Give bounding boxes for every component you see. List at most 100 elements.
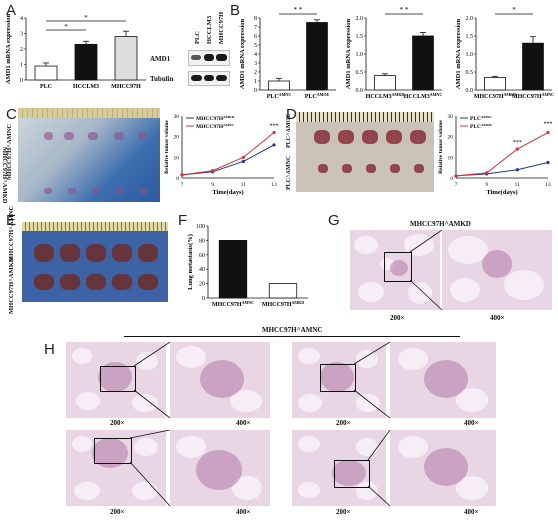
- histology-g-high: [442, 230, 552, 310]
- panel-c-chart: 0 10 20 30 7 9 11 13 Time(days) Relative tumor vo…: [164, 114, 279, 196]
- panel-h1-zoom-lines: [133, 342, 171, 418]
- photo-e-label-bottom: MHCC97H^AMKD: [8, 257, 15, 315]
- blot-strip-amd1: [188, 50, 230, 66]
- roi-box: [384, 252, 412, 282]
- x-tick-label: MHCC97HAMKD: [474, 92, 516, 101]
- panel-h3-zoom-lines: [129, 430, 171, 506]
- y-tick-label: 6: [254, 34, 257, 40]
- y-tick-label: 1.0: [356, 52, 364, 58]
- series-line: [455, 132, 549, 177]
- y-axis-label: AMD1 mRNA expression: [345, 18, 352, 89]
- histology-h2-high: [390, 342, 496, 418]
- data-point: [515, 147, 519, 151]
- panel-h4-mag-low: 200×: [336, 508, 351, 516]
- panel-letter-g: G: [328, 212, 340, 229]
- data-point: [515, 168, 519, 172]
- y-tick-label: 3: [254, 61, 257, 67]
- histology-h3-low: [66, 430, 166, 506]
- y-tick-label: 4: [20, 16, 23, 22]
- x-tick-label: HCCLM3: [73, 84, 99, 90]
- y-tick-label: 10: [174, 155, 180, 161]
- roi-box: [100, 366, 136, 392]
- data-point: [180, 173, 184, 177]
- data-point: [546, 130, 550, 135]
- y-axis-label: Lung metastasis(%): [187, 234, 194, 290]
- panel-b-chart-1: 0 1 2 3 4 5 6 7 8 AMD1 mRNA expression PLCAMNC PLCA…: [239, 6, 336, 101]
- y-tick-label: 0.5: [466, 70, 474, 76]
- panel-letter-e: E: [6, 212, 17, 229]
- roi-box: [334, 460, 370, 488]
- x-tick-label: 9: [485, 182, 488, 188]
- histology-h3-high: [170, 430, 270, 506]
- bar: [218, 239, 248, 299]
- data-point: [241, 155, 245, 159]
- legend-label: PLCAMOE: [470, 123, 493, 130]
- histology-h1-low: [66, 342, 166, 418]
- x-tick-label: 13: [545, 182, 551, 188]
- x-tick-label: PLC: [40, 84, 52, 90]
- y-tick-label: 40: [199, 267, 205, 273]
- y-tick-label: 20: [448, 135, 454, 141]
- sig-label: *: [512, 6, 516, 14]
- roi-box: [320, 364, 356, 392]
- histology-h4-low: [292, 430, 386, 506]
- panel-h1-mag-high: 400×: [236, 419, 251, 427]
- x-tick-label: 9: [211, 182, 214, 188]
- tumor-photo-c: [18, 108, 160, 202]
- photo-c-label-side: MHCC97H^AMKD: [1, 147, 8, 204]
- panel-d-chart: 0 10 20 30 7 9 11 13 Time(days) Relative tumor vo…: [438, 114, 553, 196]
- y-tick-label: 4: [254, 52, 257, 58]
- blot-row-amd1: AMD1: [150, 55, 171, 63]
- ruler: [18, 108, 160, 118]
- annotation: ***: [270, 123, 279, 129]
- x-axis-label: Time(days): [486, 189, 517, 196]
- x-tick-label: MHCC97HAMNC: [212, 300, 254, 309]
- data-point: [454, 174, 458, 178]
- x-tick-label: 7: [455, 182, 458, 188]
- panel-h4-zoom-lines: [367, 430, 391, 506]
- bar: [268, 80, 290, 91]
- y-axis-label: AMD1 mRNA expression: [239, 18, 246, 89]
- blot-lane-1: PLC: [194, 31, 201, 44]
- y-tick-label: 0: [254, 88, 257, 94]
- data-point: [211, 169, 215, 173]
- roi-box: [94, 438, 132, 464]
- y-tick-label: 20: [174, 135, 180, 141]
- y-tick-label: 2.0: [466, 16, 474, 22]
- panel-letter-a: A: [6, 2, 17, 19]
- series-line: [455, 162, 549, 177]
- blot-strip-tubulin: [188, 71, 230, 86]
- tumor-photo-e: [22, 222, 168, 302]
- y-tick-label: 1: [20, 63, 23, 69]
- panel-letter-d: D: [286, 106, 297, 123]
- y-tick-label: 1.5: [356, 34, 364, 40]
- panel-letter-c: C: [6, 106, 17, 123]
- x-tick-label: MHCC97H: [111, 84, 141, 90]
- series-line: [181, 132, 275, 176]
- sig-label: *: [64, 23, 68, 31]
- panel-b-chart-2: 0.0 0.5 1.0 1.5 2.0 AMD1 mRNA expression HCCLM…: [345, 6, 443, 101]
- x-tick-label: 13: [271, 182, 277, 188]
- sig-label: *: [84, 14, 88, 22]
- x-tick-label: PLCAMOE: [305, 92, 330, 101]
- bar: [522, 42, 544, 91]
- panel-letter-b: B: [230, 2, 241, 19]
- blot-lane-3: MHCC97H: [218, 11, 225, 44]
- y-tick-label: 0: [176, 176, 179, 182]
- y-tick-label: 0.0: [356, 88, 364, 94]
- y-tick-label: 0: [202, 296, 205, 302]
- band: [204, 54, 214, 61]
- panel-h2-zoom-lines: [353, 342, 391, 418]
- x-tick-label: 11: [241, 182, 247, 188]
- y-tick-label: 20: [199, 282, 205, 288]
- data-point: [546, 160, 550, 165]
- x-axis-label: Time(days): [212, 189, 243, 196]
- panel-g-zoom-lines: [409, 230, 443, 310]
- panel-g-mag-high: 400×: [490, 314, 505, 322]
- x-tick-label: 7: [181, 182, 184, 188]
- panel-letter-f: F: [178, 212, 188, 229]
- x-tick-label: HCCLM3AMNC: [404, 92, 443, 101]
- panel-b-chart-3: 0.0 0.5 1.0 1.5 2.0 AMD1 mRNA expression MHCC9…: [455, 6, 554, 101]
- panel-h3-mag-high: 400×: [236, 508, 251, 516]
